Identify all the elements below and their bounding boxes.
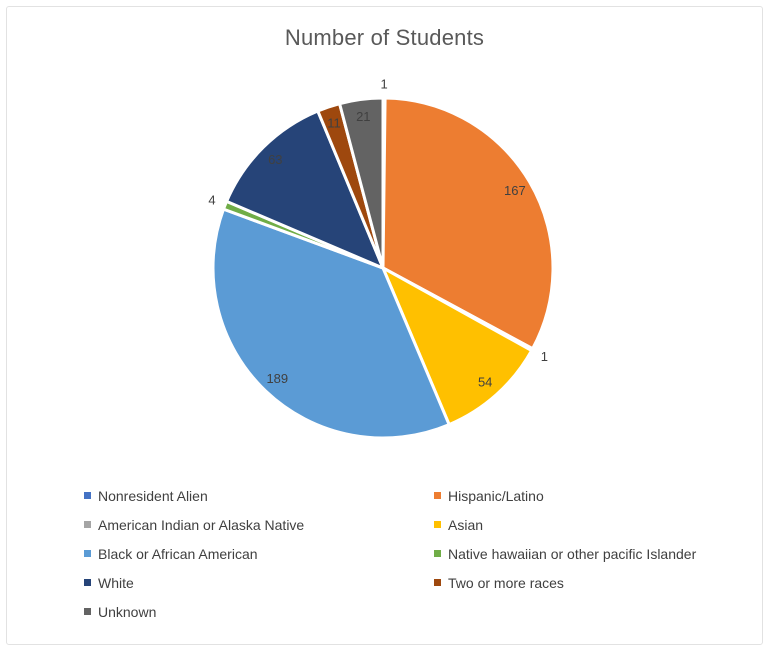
pie-slice <box>225 109 385 270</box>
legend-item: Native hawaiian or other pacific Islande… <box>434 539 724 568</box>
legend-item: Unknown <box>84 597 434 626</box>
pie-slice <box>211 207 451 440</box>
legend-label: Black or African American <box>98 545 258 562</box>
data-label: 54 <box>478 374 492 389</box>
legend-marker <box>434 521 441 528</box>
legend-marker <box>434 550 441 557</box>
legend-item: Hispanic/Latino <box>434 481 724 510</box>
legend-label: Hispanic/Latino <box>448 487 544 504</box>
pie-slice <box>381 96 555 351</box>
data-label: 4 <box>208 193 215 208</box>
legend-item: White <box>84 568 434 597</box>
pie-slice <box>381 266 534 427</box>
chart-title: Number of Students <box>284 25 485 50</box>
legend-item: Nonresident Alien <box>84 481 434 510</box>
legend-marker <box>84 521 91 528</box>
data-label: 167 <box>504 183 526 198</box>
pie-slice <box>338 96 385 270</box>
legend: Nonresident Alien Hispanic/Latino American… <box>84 481 724 626</box>
legend-item: Asian <box>434 510 724 539</box>
legend-marker <box>84 492 91 499</box>
data-label: 11 <box>327 116 341 131</box>
legend-label: Nonresident Alien <box>98 487 208 504</box>
legend-item: Black or African American <box>84 539 434 568</box>
data-label: 1 <box>541 349 548 364</box>
legend-marker <box>84 608 91 615</box>
legend-label: Unknown <box>98 603 157 620</box>
data-label: 1 <box>380 77 387 92</box>
data-label: 21 <box>356 109 370 124</box>
legend-label: Two or more races <box>448 574 564 591</box>
legend-label: Native hawaiian or other pacific Islande… <box>448 545 697 562</box>
legend-marker <box>84 579 91 586</box>
data-label: 189 <box>266 371 288 386</box>
legend-label: Asian <box>448 516 484 533</box>
legend-marker <box>434 492 441 499</box>
legend-marker <box>84 550 91 557</box>
data-label: 63 <box>268 152 282 167</box>
legend-item: American Indian or Alaska Native <box>84 510 434 539</box>
legend-item: Two or more races <box>434 568 724 597</box>
legend-marker <box>434 579 441 586</box>
legend-label: White <box>98 574 134 591</box>
legend-label: American Indian or Alaska Native <box>98 516 305 533</box>
